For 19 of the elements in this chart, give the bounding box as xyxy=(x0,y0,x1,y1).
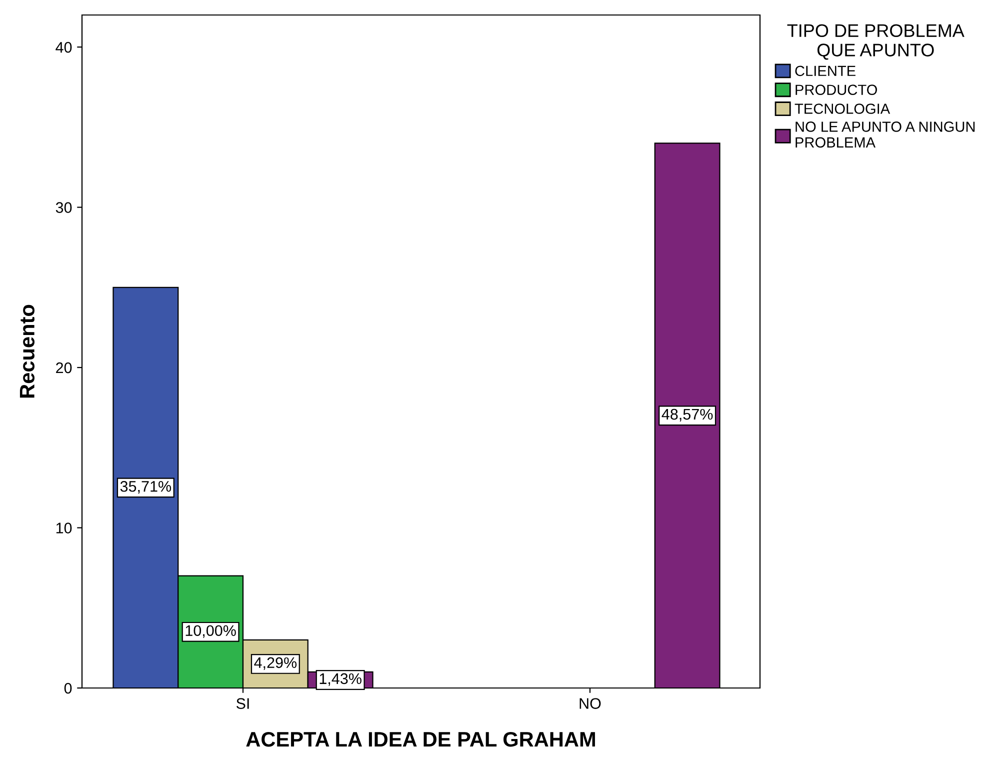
y-tick-label: 20 xyxy=(56,362,72,374)
annotation: 10,00% xyxy=(186,625,236,638)
y-tick-label: 40 xyxy=(56,42,72,53)
legend-title: TIPO DE PROBLEMA QUE APUNTO xyxy=(787,24,964,60)
x-tick-label: NO xyxy=(580,698,601,709)
y-tick-label: 0 xyxy=(64,682,72,694)
legend-label: PRODUCTO xyxy=(796,84,877,95)
x-axis-title: ACEPTA LA IDEA DE PAL GRAHAM xyxy=(246,732,595,747)
annotation: 35,71% xyxy=(120,480,172,494)
legend-label: TECNOLOGIA xyxy=(794,104,890,114)
annotation: 4,29% xyxy=(254,657,297,670)
annotation: 1,43% xyxy=(320,673,362,686)
x-tick-label: SI xyxy=(236,698,249,709)
legend-label: CLIENTE xyxy=(795,66,856,76)
annotation: 48,57% xyxy=(662,408,713,422)
y-tick-label: 10 xyxy=(56,522,72,534)
legend-label: NO LE APUNTO A NINGUN PROBLEMA xyxy=(796,122,975,148)
y-tick-label: 30 xyxy=(56,202,72,213)
y-axis-title: Recuento xyxy=(20,304,34,398)
